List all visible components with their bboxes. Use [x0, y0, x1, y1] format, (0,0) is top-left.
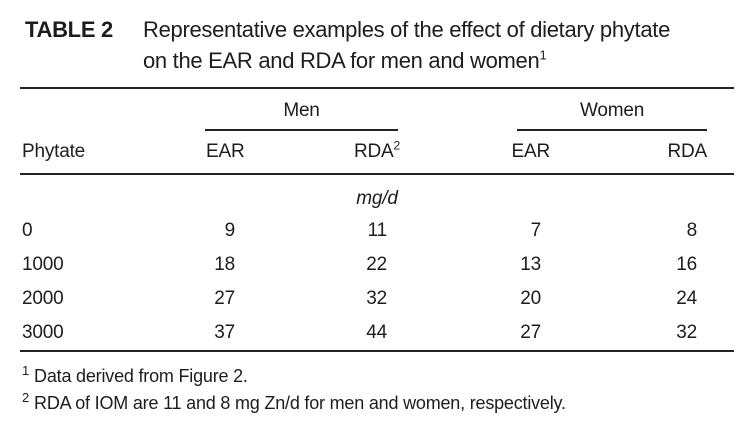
footnote-2-text: RDA of IOM are 11 and 8 mg Zn/d for men …	[34, 393, 566, 413]
cell-women-ear: 13	[520, 254, 541, 275]
table-row: 0 9 11 7 8	[20, 214, 734, 248]
cell-men-ear: 27	[214, 288, 235, 309]
column-header-women-ear: EAR	[400, 131, 552, 175]
cell-phytate: 3000	[22, 322, 64, 343]
table-caption-text: Representative examples of the effect of…	[143, 17, 671, 73]
title-footnote-ref: 1	[539, 47, 547, 63]
table-row: 3000 37 44 27 32	[20, 316, 734, 351]
cell-women-rda: 24	[676, 288, 697, 309]
column-header-men-rda-text: RDA	[354, 141, 394, 162]
group-header-men-cell: Men	[205, 88, 400, 131]
cell-men-ear: 9	[224, 220, 236, 241]
cell-women-rda: 32	[676, 322, 697, 343]
group-header-women: Women	[517, 89, 707, 131]
cell-women-ear: 20	[520, 288, 541, 309]
cell-phytate: 2000	[22, 288, 64, 309]
cell-men-rda: 11	[367, 220, 388, 241]
cell-men-rda: 32	[366, 288, 387, 309]
group-header-row: Men Women	[20, 88, 734, 131]
cell-men-rda: 44	[366, 322, 387, 343]
table-row: 1000 18 22 13 16	[20, 248, 734, 282]
column-header-women-rda: RDA	[552, 131, 734, 175]
footnotes: 1 Data derived from Figure 2. 2 RDA of IOM…	[22, 364, 752, 416]
cell-phytate: 0	[22, 220, 33, 241]
column-header-phytate: Phytate	[20, 131, 205, 175]
table-number-label: TABLE 2	[25, 17, 113, 42]
column-header-men-rda: RDA2	[240, 131, 401, 175]
column-header-row: Phytate EAR RDA2 EAR RDA	[20, 131, 734, 175]
group-header-empty	[20, 88, 205, 131]
data-table: Men Women Phytate EAR RDA2 EAR RDA mg/d …	[20, 87, 734, 352]
footnote-1-marker: 1	[22, 363, 30, 378]
column-header-men-ear: EAR	[205, 131, 245, 175]
cell-women-ear: 27	[520, 322, 541, 343]
units-label: mg/d	[356, 188, 398, 209]
footnote-1: 1 Data derived from Figure 2.	[22, 364, 752, 389]
units-row: mg/d	[20, 174, 734, 214]
cell-phytate: 1000	[22, 254, 64, 275]
cell-men-ear: 18	[214, 254, 235, 275]
cell-men-ear: 37	[214, 322, 235, 343]
cell-women-ear: 7	[530, 220, 542, 241]
cell-men-rda: 22	[366, 254, 387, 275]
cell-women-rda: 16	[676, 254, 697, 275]
group-header-women-cell: Women	[400, 88, 734, 131]
footnote-2-marker: 2	[22, 390, 30, 405]
footnote-1-text: Data derived from Figure 2.	[34, 366, 248, 386]
table-caption: Representative examples of the effect of…	[143, 14, 699, 76]
footnote-2: 2 RDA of IOM are 11 and 8 mg Zn/d for men…	[22, 391, 752, 416]
table-row: 2000 27 32 20 24	[20, 282, 734, 316]
group-header-men: Men	[205, 89, 398, 131]
table-title: TABLE 2 Representative examples of the e…	[25, 14, 752, 76]
men-rda-footnote-ref: 2	[393, 138, 401, 153]
cell-women-rda: 8	[686, 220, 698, 241]
